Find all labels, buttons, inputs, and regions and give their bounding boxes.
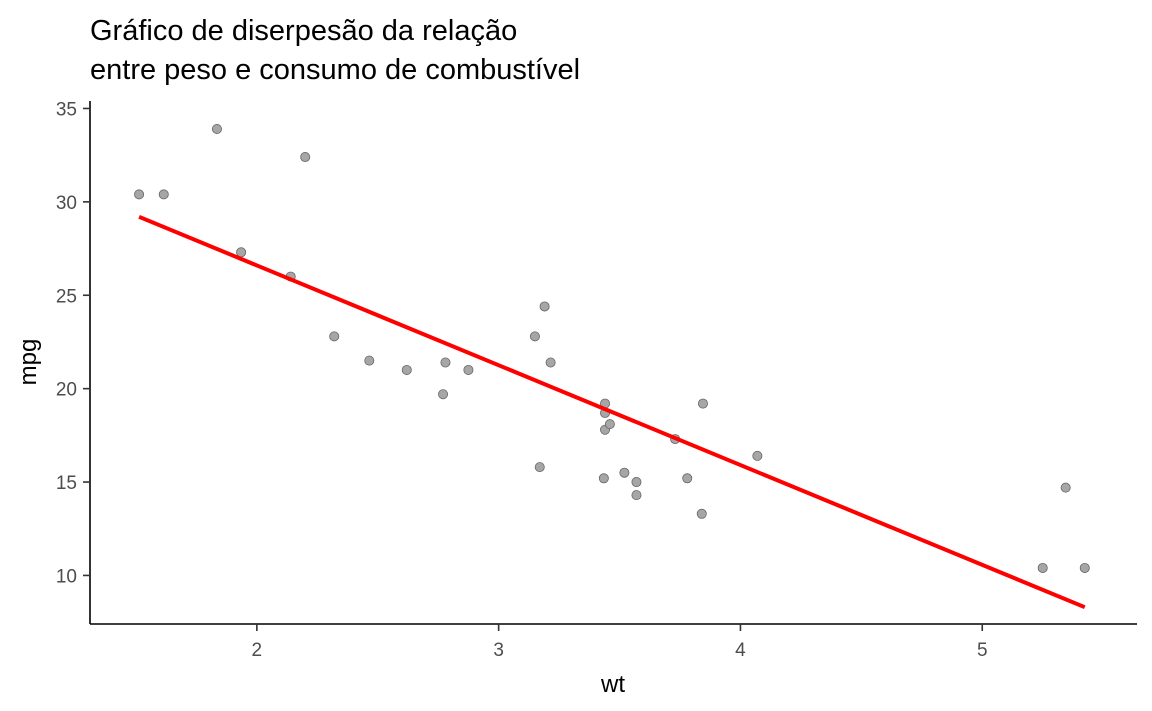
y-tick-label: 30 — [56, 193, 77, 214]
regression-line — [138, 214, 1086, 610]
x-tick-label: 4 — [735, 640, 746, 661]
data-point — [752, 450, 763, 461]
x-tick-label: 3 — [493, 640, 504, 661]
x-tick-label: 5 — [977, 640, 988, 661]
plot-panel: 10 15 20 25 30 35 2 3 4 5 — [56, 99, 1137, 661]
data-point — [539, 301, 550, 312]
y-axis-ticks: 10 15 20 25 30 35 — [56, 99, 90, 587]
data-points — [134, 124, 1090, 573]
data-point — [158, 189, 169, 200]
y-axis-title: mpg — [15, 339, 42, 386]
data-point — [329, 331, 340, 342]
data-point — [682, 473, 693, 484]
y-tick-label: 25 — [56, 286, 77, 307]
data-point — [211, 124, 222, 135]
chart-title-line-2: entre peso e consumo de combustível — [90, 54, 580, 86]
data-point — [631, 477, 642, 488]
data-point — [598, 473, 609, 484]
y-tick-label: 20 — [56, 380, 77, 401]
trend-line-layer — [138, 214, 1086, 610]
data-point — [1060, 482, 1071, 493]
x-tick-label: 2 — [252, 640, 263, 661]
data-point — [534, 462, 545, 473]
data-point — [438, 389, 449, 400]
data-point — [401, 364, 412, 375]
data-point — [696, 508, 707, 519]
data-point — [619, 467, 630, 478]
data-point — [364, 355, 375, 366]
data-point — [463, 364, 474, 375]
data-point — [300, 152, 311, 163]
y-tick-label: 35 — [56, 99, 77, 120]
data-point — [604, 419, 615, 430]
chart-title-line-1: Gráfico de diserpesão da relação — [90, 15, 517, 47]
x-axis-ticks: 2 3 4 5 — [252, 624, 988, 661]
data-point — [1079, 562, 1090, 573]
data-point — [440, 357, 451, 368]
data-point — [134, 189, 145, 200]
data-point — [1037, 562, 1048, 573]
data-point — [631, 490, 642, 501]
x-axis-title: wt — [600, 671, 625, 698]
data-point — [529, 331, 540, 342]
data-point — [545, 357, 556, 368]
y-tick-label: 15 — [56, 473, 77, 494]
data-point — [697, 398, 708, 409]
y-tick-label: 10 — [56, 566, 77, 587]
